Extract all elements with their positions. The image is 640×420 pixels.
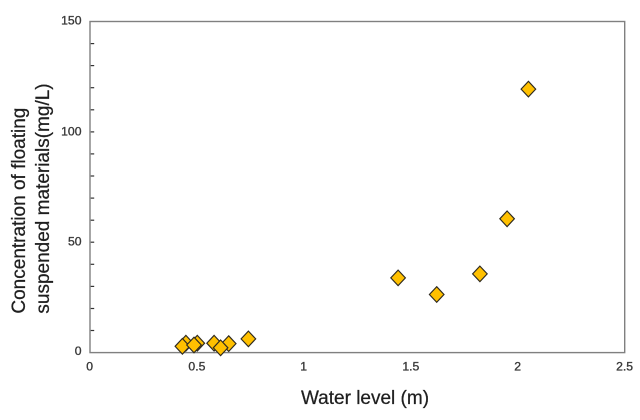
svg-text:50: 50 bbox=[68, 235, 82, 249]
svg-text:2: 2 bbox=[514, 359, 521, 373]
svg-text:0.5: 0.5 bbox=[188, 359, 205, 373]
svg-text:0: 0 bbox=[86, 359, 93, 373]
svg-text:1.5: 1.5 bbox=[402, 359, 419, 373]
svg-text:100: 100 bbox=[61, 125, 82, 139]
svg-text:0: 0 bbox=[75, 344, 82, 358]
svg-text:1: 1 bbox=[300, 359, 307, 373]
svg-text:Water level (m): Water level (m) bbox=[301, 388, 429, 409]
svg-text:2.5: 2.5 bbox=[616, 359, 633, 373]
svg-text:suspended materials(mg/L): suspended materials(mg/L) bbox=[33, 83, 54, 313]
svg-text:Concentration of floating: Concentration of floating bbox=[9, 108, 30, 314]
svg-text:150: 150 bbox=[61, 14, 82, 28]
